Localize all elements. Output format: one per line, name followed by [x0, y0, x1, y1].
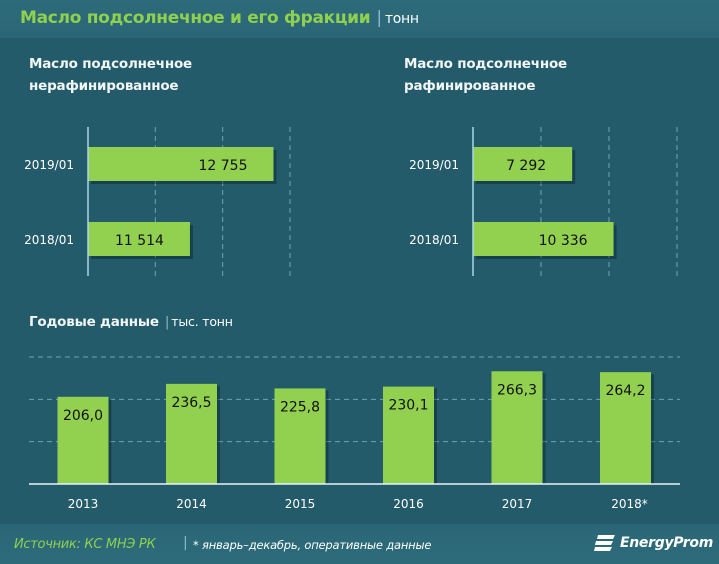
title-unit: тонн	[384, 11, 419, 27]
chart-annual: 206,0 2013 236,5 2014 225,8 2015 230,1 2016 266,…	[29, 356, 680, 511]
bar-2018/01	[88, 222, 190, 256]
bar-2019/01	[88, 147, 274, 181]
data-label: 264,2	[605, 383, 645, 399]
x-tick-label: 2015	[285, 497, 316, 511]
annual-title-unit: тыс. тонн	[171, 314, 233, 329]
bar-2019/01	[473, 147, 573, 181]
bar-2018*	[600, 372, 651, 484]
data-label: 206,0	[63, 408, 103, 424]
data-label: 266,3	[497, 382, 537, 398]
data-label: 230,1	[388, 398, 428, 414]
bar-2018/01	[473, 222, 614, 256]
data-label: 10 336	[539, 233, 588, 249]
chart-refined: 7 292 2019/01 10 336 2018/01	[409, 127, 678, 276]
chart-unrefined: 12 755 2019/01 11 514 2018/01	[24, 127, 291, 276]
title-text: Масло подсолнечное и его фракции	[20, 8, 371, 28]
bar-2015	[274, 388, 326, 484]
data-label: 236,5	[171, 395, 211, 411]
footnote-text: * январь–декабрь, оперативные данные	[193, 538, 432, 552]
footer-band: Источник: КС МНЭ РК | * январь–декабрь, …	[0, 524, 719, 564]
category-label: 2019/01	[24, 158, 74, 172]
chart-title-unrefined: Масло подсолнечное нерафинированное	[29, 56, 192, 94]
category-label: 2018/01	[409, 233, 459, 247]
title-separator: |	[376, 8, 382, 28]
annual-title-separator: |	[164, 314, 170, 330]
energyprom-logo-icon	[594, 535, 615, 551]
source-text: Источник: КС МНЭ РК	[14, 537, 156, 552]
chart-title-annual: Годовые данные | тыс. тонн	[29, 311, 233, 333]
chart-title-refined: Масло подсолнечное рафинированное	[404, 56, 567, 94]
bar-2013	[57, 396, 109, 484]
energyprom-logo: EnergyProm	[594, 534, 713, 552]
footer-separator: |	[183, 535, 188, 551]
header-band: Масло подсолнечное и его фракции | тонн	[0, 0, 719, 38]
data-label: 12 755	[199, 158, 248, 174]
data-label: 225,8	[280, 399, 320, 415]
bar-2014	[166, 383, 217, 484]
data-label: 11 514	[115, 233, 164, 249]
data-label: 7 292	[506, 158, 546, 174]
x-tick-label: 2014	[176, 497, 207, 511]
x-tick-label: 2016	[393, 497, 424, 511]
category-label: 2018/01	[24, 233, 74, 247]
bar-2016	[383, 386, 434, 484]
annual-title-text: Годовые данные	[29, 314, 159, 330]
category-label: 2019/01	[409, 158, 459, 172]
bar-2017	[491, 371, 543, 484]
page-title: Масло подсолнечное и его фракции | тонн	[20, 8, 419, 28]
x-tick-label: 2013	[68, 497, 99, 511]
x-tick-label: 2018*	[611, 497, 648, 511]
logo-text: EnergyProm	[620, 535, 714, 551]
x-tick-label: 2017	[502, 497, 533, 511]
